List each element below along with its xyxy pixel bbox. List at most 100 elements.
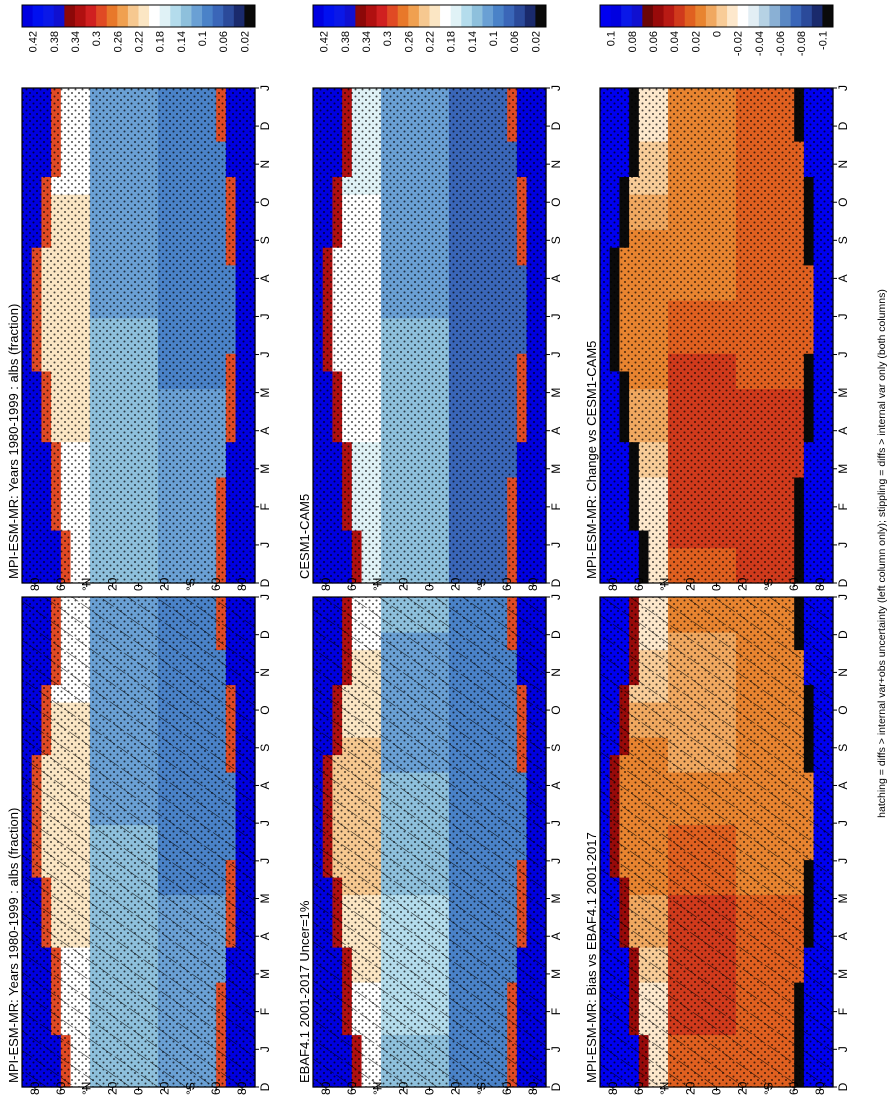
colorbar-frame <box>312 4 547 28</box>
month-tick-label: O <box>549 198 563 207</box>
month-tick-label: D <box>549 1082 563 1091</box>
colorbar-swatch <box>138 5 150 27</box>
month-tick-label: J <box>258 858 272 864</box>
colorbar-swatch <box>387 5 399 27</box>
lat-tick-label: 80 <box>606 1081 620 1095</box>
lat-tick-label: 60 <box>500 1081 514 1095</box>
month-tick-label: J <box>258 352 272 358</box>
lat-tick-label: 20 <box>684 1081 698 1095</box>
colorbar-swatch <box>652 5 665 27</box>
colorbar-swatch <box>822 5 834 27</box>
lat-tick-label: 0 <box>710 1088 724 1095</box>
month-tick-label: M <box>836 969 850 979</box>
colorbar-tick-label: -0.04 <box>754 31 766 56</box>
stippling-overlay <box>22 88 255 583</box>
colorbar-frame <box>599 4 834 28</box>
month-tick-label: J <box>258 820 272 826</box>
month-tick-label: A <box>836 932 850 940</box>
colorbar-swatch <box>482 5 494 27</box>
colorbar-tick-label: 0.14 <box>176 31 188 52</box>
month-tick-label: O <box>836 198 850 207</box>
colorbar-swatch <box>503 5 515 27</box>
month-tick-label: F <box>836 1008 850 1015</box>
lat-tick-label: 60 <box>54 577 68 591</box>
lat-tick-label: 80 <box>319 1081 333 1095</box>
lat-tick-label: 0 <box>132 1088 146 1095</box>
month-tick-label: O <box>836 705 850 714</box>
figure-caption: hatching = diffs > internal var+obs unce… <box>876 289 888 818</box>
month-tick-label: A <box>836 781 850 789</box>
lat-tick-label: 20 <box>157 577 171 591</box>
month-tick-label: S <box>836 236 850 244</box>
colorbar-tick-label: 0.14 <box>467 31 479 52</box>
month-tick-label: O <box>258 705 272 714</box>
month-tick-label: A <box>549 781 563 789</box>
month-tick-label: D <box>258 578 272 587</box>
colorbar-tick-label: -0.1 <box>817 31 829 50</box>
month-tick-label: J <box>836 1046 850 1052</box>
month-tick-label: F <box>258 503 272 510</box>
colorbar-swatch <box>471 5 483 27</box>
month-tick-label: J <box>549 542 563 548</box>
colorbar-swatch <box>811 5 823 27</box>
month-tick-label: A <box>549 932 563 940</box>
colorbar-swatch <box>355 5 367 27</box>
month-tick-label: J <box>549 313 563 319</box>
colorbar-swatch <box>600 5 612 27</box>
colorbar-swatch <box>663 5 675 27</box>
colorbar-swatch <box>780 5 792 27</box>
colorbar-tick-label: 0.42 <box>28 31 40 52</box>
colorbar-swatch <box>244 5 256 27</box>
colorbar-swatch <box>642 5 654 27</box>
colorbar-swatch <box>223 5 235 27</box>
month-tick-label: S <box>258 744 272 752</box>
month-tick-label: S <box>836 744 850 752</box>
colorbar-swatch <box>22 5 34 27</box>
lat-tick-label: 20 <box>106 577 120 591</box>
panel-1: D J F M A M J J A S O N D J 80 60 °N 20 0 20 °S 60 80 MPI-ESM-M… <box>6 513 272 1095</box>
colorbar-swatch <box>64 5 76 27</box>
colorbar-tick-label: 0.42 <box>319 31 331 52</box>
lat-tick-label: 60 <box>632 1081 646 1095</box>
colorbar-swatch <box>610 5 622 27</box>
lat-tick-label: 20 <box>157 1081 171 1095</box>
colorbar-swatch <box>450 5 462 27</box>
lat-tick-label: 80 <box>235 1081 249 1095</box>
colorbar-swatch <box>535 5 547 27</box>
colorbar-tick-label: 0.06 <box>648 31 660 52</box>
month-tick-label: D <box>258 1082 272 1091</box>
colorbar-swatch <box>127 5 139 27</box>
month-tick-label: A <box>258 427 272 435</box>
month-tick-label: S <box>549 236 563 244</box>
colorbar-tick-label: 0.06 <box>509 31 521 52</box>
colorbar-swatch <box>758 5 770 27</box>
month-tick-label: M <box>549 969 563 979</box>
panel-2: D J F M A M J J A S O N D J 80 60 °N 20 0 20 °S 60 80 MPI-ESM-M… <box>6 4 272 591</box>
colorbar-swatch <box>170 5 182 27</box>
lat-tick-label: °S <box>761 1082 775 1095</box>
month-tick-label: J <box>549 820 563 826</box>
colorbar-tick-label: 0.1 <box>197 31 209 46</box>
colorbar-tick-label: 0.02 <box>239 31 251 52</box>
colorbar-swatch <box>85 5 97 27</box>
month-tick-label: J <box>258 594 272 600</box>
colorbar-swatch <box>524 5 536 27</box>
month-tick-label: F <box>258 1008 272 1015</box>
month-tick-label: N <box>836 668 850 677</box>
colorbar-tick-label: 0.18 <box>155 31 167 52</box>
lat-tick-label: °N <box>658 578 672 591</box>
month-tick-label: A <box>258 781 272 789</box>
lat-tick-label: 60 <box>345 1081 359 1095</box>
month-tick-label: D <box>836 121 850 130</box>
month-tick-label: F <box>549 1008 563 1015</box>
colorbar-tick-label: 0.38 <box>340 31 352 52</box>
lat-tick-label: 80 <box>319 577 333 591</box>
month-tick-label: N <box>549 668 563 677</box>
colorbar-swatch <box>429 5 441 27</box>
colorbar-tick-label: 0.3 <box>91 31 103 46</box>
lat-tick-label: 0 <box>423 1088 437 1095</box>
stippling-overlay <box>600 88 833 583</box>
month-tick-label: M <box>549 894 563 904</box>
colorbar-tick-label: 0.26 <box>403 31 415 52</box>
month-tick-label: M <box>836 464 850 474</box>
